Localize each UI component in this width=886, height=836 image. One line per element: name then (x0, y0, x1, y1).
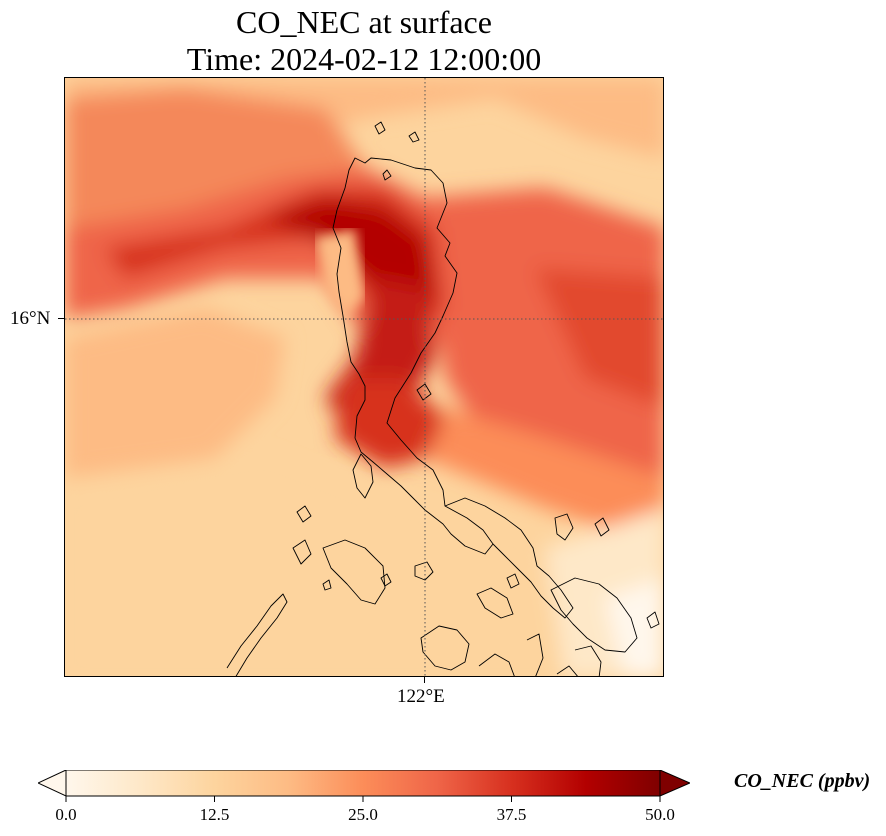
concentration-field (65, 78, 664, 677)
colorbar-ticks (66, 796, 660, 802)
colorbar-body (66, 770, 660, 796)
colorbar-tick-label: 37.5 (497, 805, 527, 825)
colorbar-title: CO_NEC (ppbv) (734, 769, 870, 793)
lat-tick (58, 318, 64, 319)
colorbar-extend-min (38, 770, 66, 796)
colorbar-tick-label: 12.5 (200, 805, 230, 825)
lat-tick-label: 16°N (10, 308, 50, 330)
title-line-2: Time: 2024-02-12 12:00:00 (64, 41, 664, 77)
lon-tick (424, 677, 425, 683)
colorbar (38, 770, 690, 810)
map-canvas (65, 78, 664, 677)
title-line-1: CO_NEC at surface (64, 4, 664, 40)
colorbar-tick-label: 0.0 (55, 805, 76, 825)
map-panel (64, 77, 664, 677)
colorbar-extend-max (660, 770, 690, 796)
colorbar-tick-label: 50.0 (645, 805, 675, 825)
colorbar-tick-label: 25.0 (348, 805, 378, 825)
lon-tick-label: 122°E (397, 686, 445, 708)
